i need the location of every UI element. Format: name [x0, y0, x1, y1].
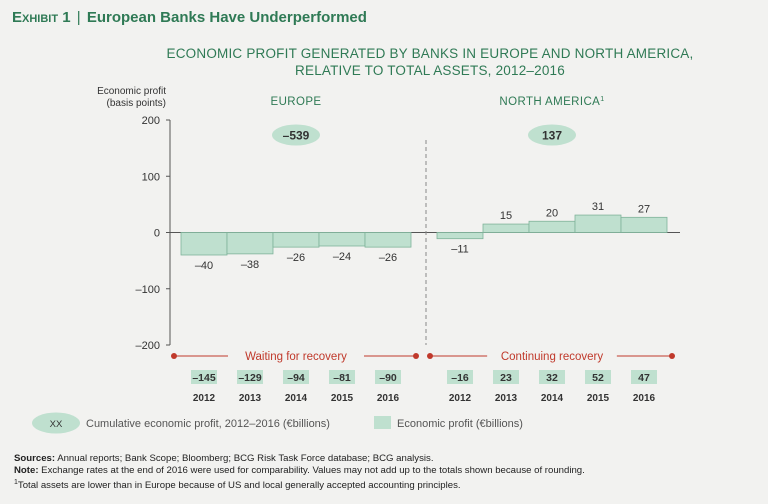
bar	[364, 232, 412, 248]
chart-labels-layer: EUROPE –539 –40 –145 2012 –38 –129 2013 –26 –94 20…	[171, 96, 675, 404]
annotation-bg	[487, 348, 617, 364]
bar-value-label: –26	[379, 252, 397, 264]
group-name-sup: 1	[600, 96, 604, 103]
x-tick-label: 2016	[633, 393, 656, 404]
y-tick-label: –200	[136, 340, 160, 352]
annotation-text: Continuing recovery	[501, 351, 604, 363]
group-name: NORTH AMERICA1	[499, 96, 604, 108]
chart-title-line2: RELATIVE TO TOTAL ASSETS, 2012–2016	[295, 63, 565, 78]
footnote-line: 1Total assets are lower than in Europe b…	[14, 477, 764, 492]
note-line: Note: Exchange rates at the end of 2016 …	[14, 465, 764, 477]
note-text: Exchange rates at the end of 2016 were u…	[38, 464, 585, 476]
footnote-text: Total assets are lower than in Europe be…	[17, 479, 461, 491]
billions-value: –145	[192, 372, 216, 384]
billions-value: 52	[592, 372, 604, 384]
y-tick-label: –100	[136, 284, 160, 296]
cumulative-value: 137	[542, 129, 562, 143]
billions-box	[329, 370, 355, 384]
exhibit-label: Exhibit 1	[12, 9, 71, 26]
bar	[436, 232, 484, 240]
chart-legend-layer: XX Cumulative economic profit, 2012–2016 …	[32, 412, 523, 434]
bar	[318, 232, 366, 247]
y-tick-label: 100	[142, 171, 160, 183]
sources-line: Sources: Annual reports; Bank Scope; Blo…	[14, 453, 764, 465]
exhibit-title: Exhibit 1 | European Banks Have Underper…	[12, 9, 367, 26]
billions-box	[539, 370, 565, 384]
billions-value: –94	[287, 372, 305, 384]
sources-text: Annual reports; Bank Scope; Bloomberg; B…	[55, 453, 434, 464]
x-tick-label: 2012	[449, 393, 472, 404]
group-name: EUROPE	[271, 96, 322, 108]
chart-bars-layer	[180, 214, 668, 256]
bar	[574, 214, 622, 233]
billions-box	[447, 370, 473, 384]
x-tick-label: 2013	[495, 393, 518, 404]
bar-value-label: 31	[592, 201, 604, 213]
legend-box-label: Economic profit (€billions)	[397, 418, 523, 430]
annotation-text: Waiting for recovery	[245, 351, 347, 363]
x-tick-label: 2015	[331, 393, 354, 404]
billions-box	[585, 370, 611, 384]
billions-value: 32	[546, 372, 558, 384]
bar-value-label: –38	[241, 259, 259, 271]
billions-box	[237, 370, 263, 384]
billions-box	[283, 370, 309, 384]
footnotes: Sources: Annual reports; Bank Scope; Blo…	[14, 453, 764, 492]
billions-box	[631, 370, 657, 384]
cumulative-oval	[528, 124, 576, 146]
bar	[226, 232, 274, 255]
billions-value: –129	[238, 372, 262, 384]
bar	[482, 223, 530, 233]
y-tick-label: 200	[142, 115, 160, 127]
cumulative-value: –539	[283, 129, 310, 143]
legend-oval	[32, 412, 80, 434]
x-tick-label: 2012	[193, 393, 216, 404]
bar-value-label: –24	[333, 251, 351, 263]
bar-value-label: –26	[287, 252, 305, 264]
legend-oval-text: XX	[50, 419, 63, 430]
footnote-sup: 1	[14, 478, 18, 486]
annotation-dot-end	[669, 353, 675, 359]
y-axis-label-line2: (basis points)	[107, 98, 166, 109]
bar	[272, 232, 320, 248]
x-tick-label: 2014	[541, 393, 564, 404]
bar-value-label: 15	[500, 210, 512, 222]
chart-title: ECONOMIC PROFIT GENERATED BY BANKS IN EU…	[80, 45, 768, 79]
x-tick-label: 2015	[587, 393, 610, 404]
annotation-dot-start	[171, 353, 177, 359]
billions-value: 47	[638, 372, 650, 384]
chart-title-line1: ECONOMIC PROFIT GENERATED BY BANKS IN EU…	[166, 46, 694, 61]
annotation-dot-start	[427, 353, 433, 359]
x-tick-label: 2013	[239, 393, 262, 404]
bar-value-label: –11	[451, 244, 469, 256]
billions-value: –90	[379, 372, 397, 384]
chart: Economic profit(basis points) 200 100 0 –100…	[32, 86, 680, 434]
billions-box	[375, 370, 401, 384]
y-tick-label: 0	[154, 228, 160, 240]
bar	[528, 220, 576, 233]
bar-value-label: 27	[638, 203, 650, 215]
exhibit-separator: |	[76, 9, 81, 26]
annotation-dot-end	[413, 353, 419, 359]
exhibit-heading: European Banks Have Underperformed	[86, 9, 367, 26]
bar	[620, 216, 668, 233]
billions-box	[493, 370, 519, 384]
annotation-bg	[228, 348, 364, 364]
x-tick-label: 2016	[377, 393, 400, 404]
bar-value-label: –40	[195, 260, 213, 272]
legend-box	[374, 416, 391, 429]
billions-value: –81	[333, 372, 351, 384]
x-tick-label: 2014	[285, 393, 308, 404]
y-axis-label-line1: Economic profit	[97, 86, 166, 97]
bar	[180, 232, 228, 256]
sources-label: Sources:	[14, 453, 56, 464]
legend-oval-label: Cumulative economic profit, 2012–2016 (€…	[86, 418, 330, 430]
billions-box	[191, 370, 217, 384]
cumulative-oval	[272, 124, 320, 146]
billions-value: –16	[451, 372, 469, 384]
billions-value: 23	[500, 372, 512, 384]
note-label: Note:	[14, 464, 39, 476]
bar-value-label: 20	[546, 207, 558, 219]
